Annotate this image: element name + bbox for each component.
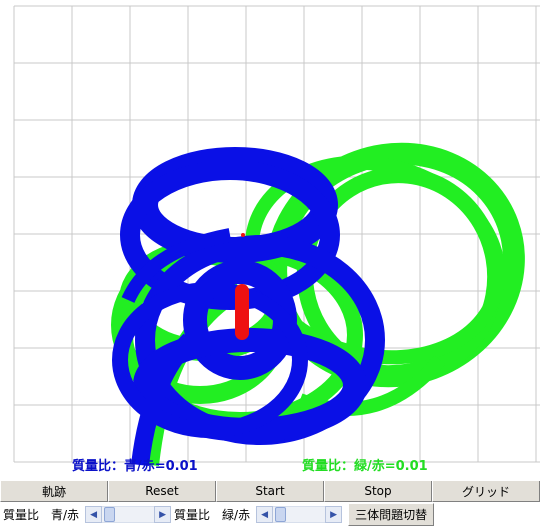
- green-ratio-thumb[interactable]: [275, 507, 287, 522]
- grid-button[interactable]: グリッド: [432, 481, 540, 502]
- simulation-canvas: [13, 5, 540, 467]
- green-ratio-decrease-icon[interactable]: ◀: [256, 506, 274, 523]
- mass-ratio-controls: 質量比 青/赤 ◀ ▶ 質量比 緑/赤 ◀ ▶ 三体問題切替: [0, 503, 540, 526]
- control-button-row: 軌跡 Reset Start Stop グリッド: [0, 480, 540, 502]
- three-body-toggle-button[interactable]: 三体問題切替: [348, 503, 435, 526]
- blue-ratio-increase-icon[interactable]: ▶: [154, 506, 172, 523]
- red-body-trail: [235, 233, 249, 340]
- trail-button[interactable]: 軌跡: [0, 481, 108, 502]
- blue-ratio-scrollbar[interactable]: ◀ ▶: [85, 506, 172, 523]
- green-ratio-scrollbar[interactable]: ◀ ▶: [256, 506, 343, 523]
- blue-mass-ratio-label: 質量比：青/赤=0.01: [72, 459, 198, 474]
- green-ratio-track[interactable]: [273, 506, 326, 523]
- start-button[interactable]: Start: [216, 481, 324, 502]
- blue-ratio-slider-label: 質量比 青/赤: [3, 508, 80, 522]
- green-mass-ratio-label: 質量比：緑/赤=0.01: [302, 459, 428, 474]
- blue-ratio-decrease-icon[interactable]: ◀: [85, 506, 103, 523]
- green-ratio-slider-label: 質量比 緑/赤: [174, 508, 251, 522]
- green-ratio-increase-icon[interactable]: ▶: [325, 506, 343, 523]
- reset-button[interactable]: Reset: [108, 481, 216, 502]
- blue-ratio-thumb[interactable]: [104, 507, 116, 522]
- blue-body-trail: [112, 147, 385, 467]
- blue-ratio-track[interactable]: [102, 506, 155, 523]
- stop-button[interactable]: Stop: [324, 481, 432, 502]
